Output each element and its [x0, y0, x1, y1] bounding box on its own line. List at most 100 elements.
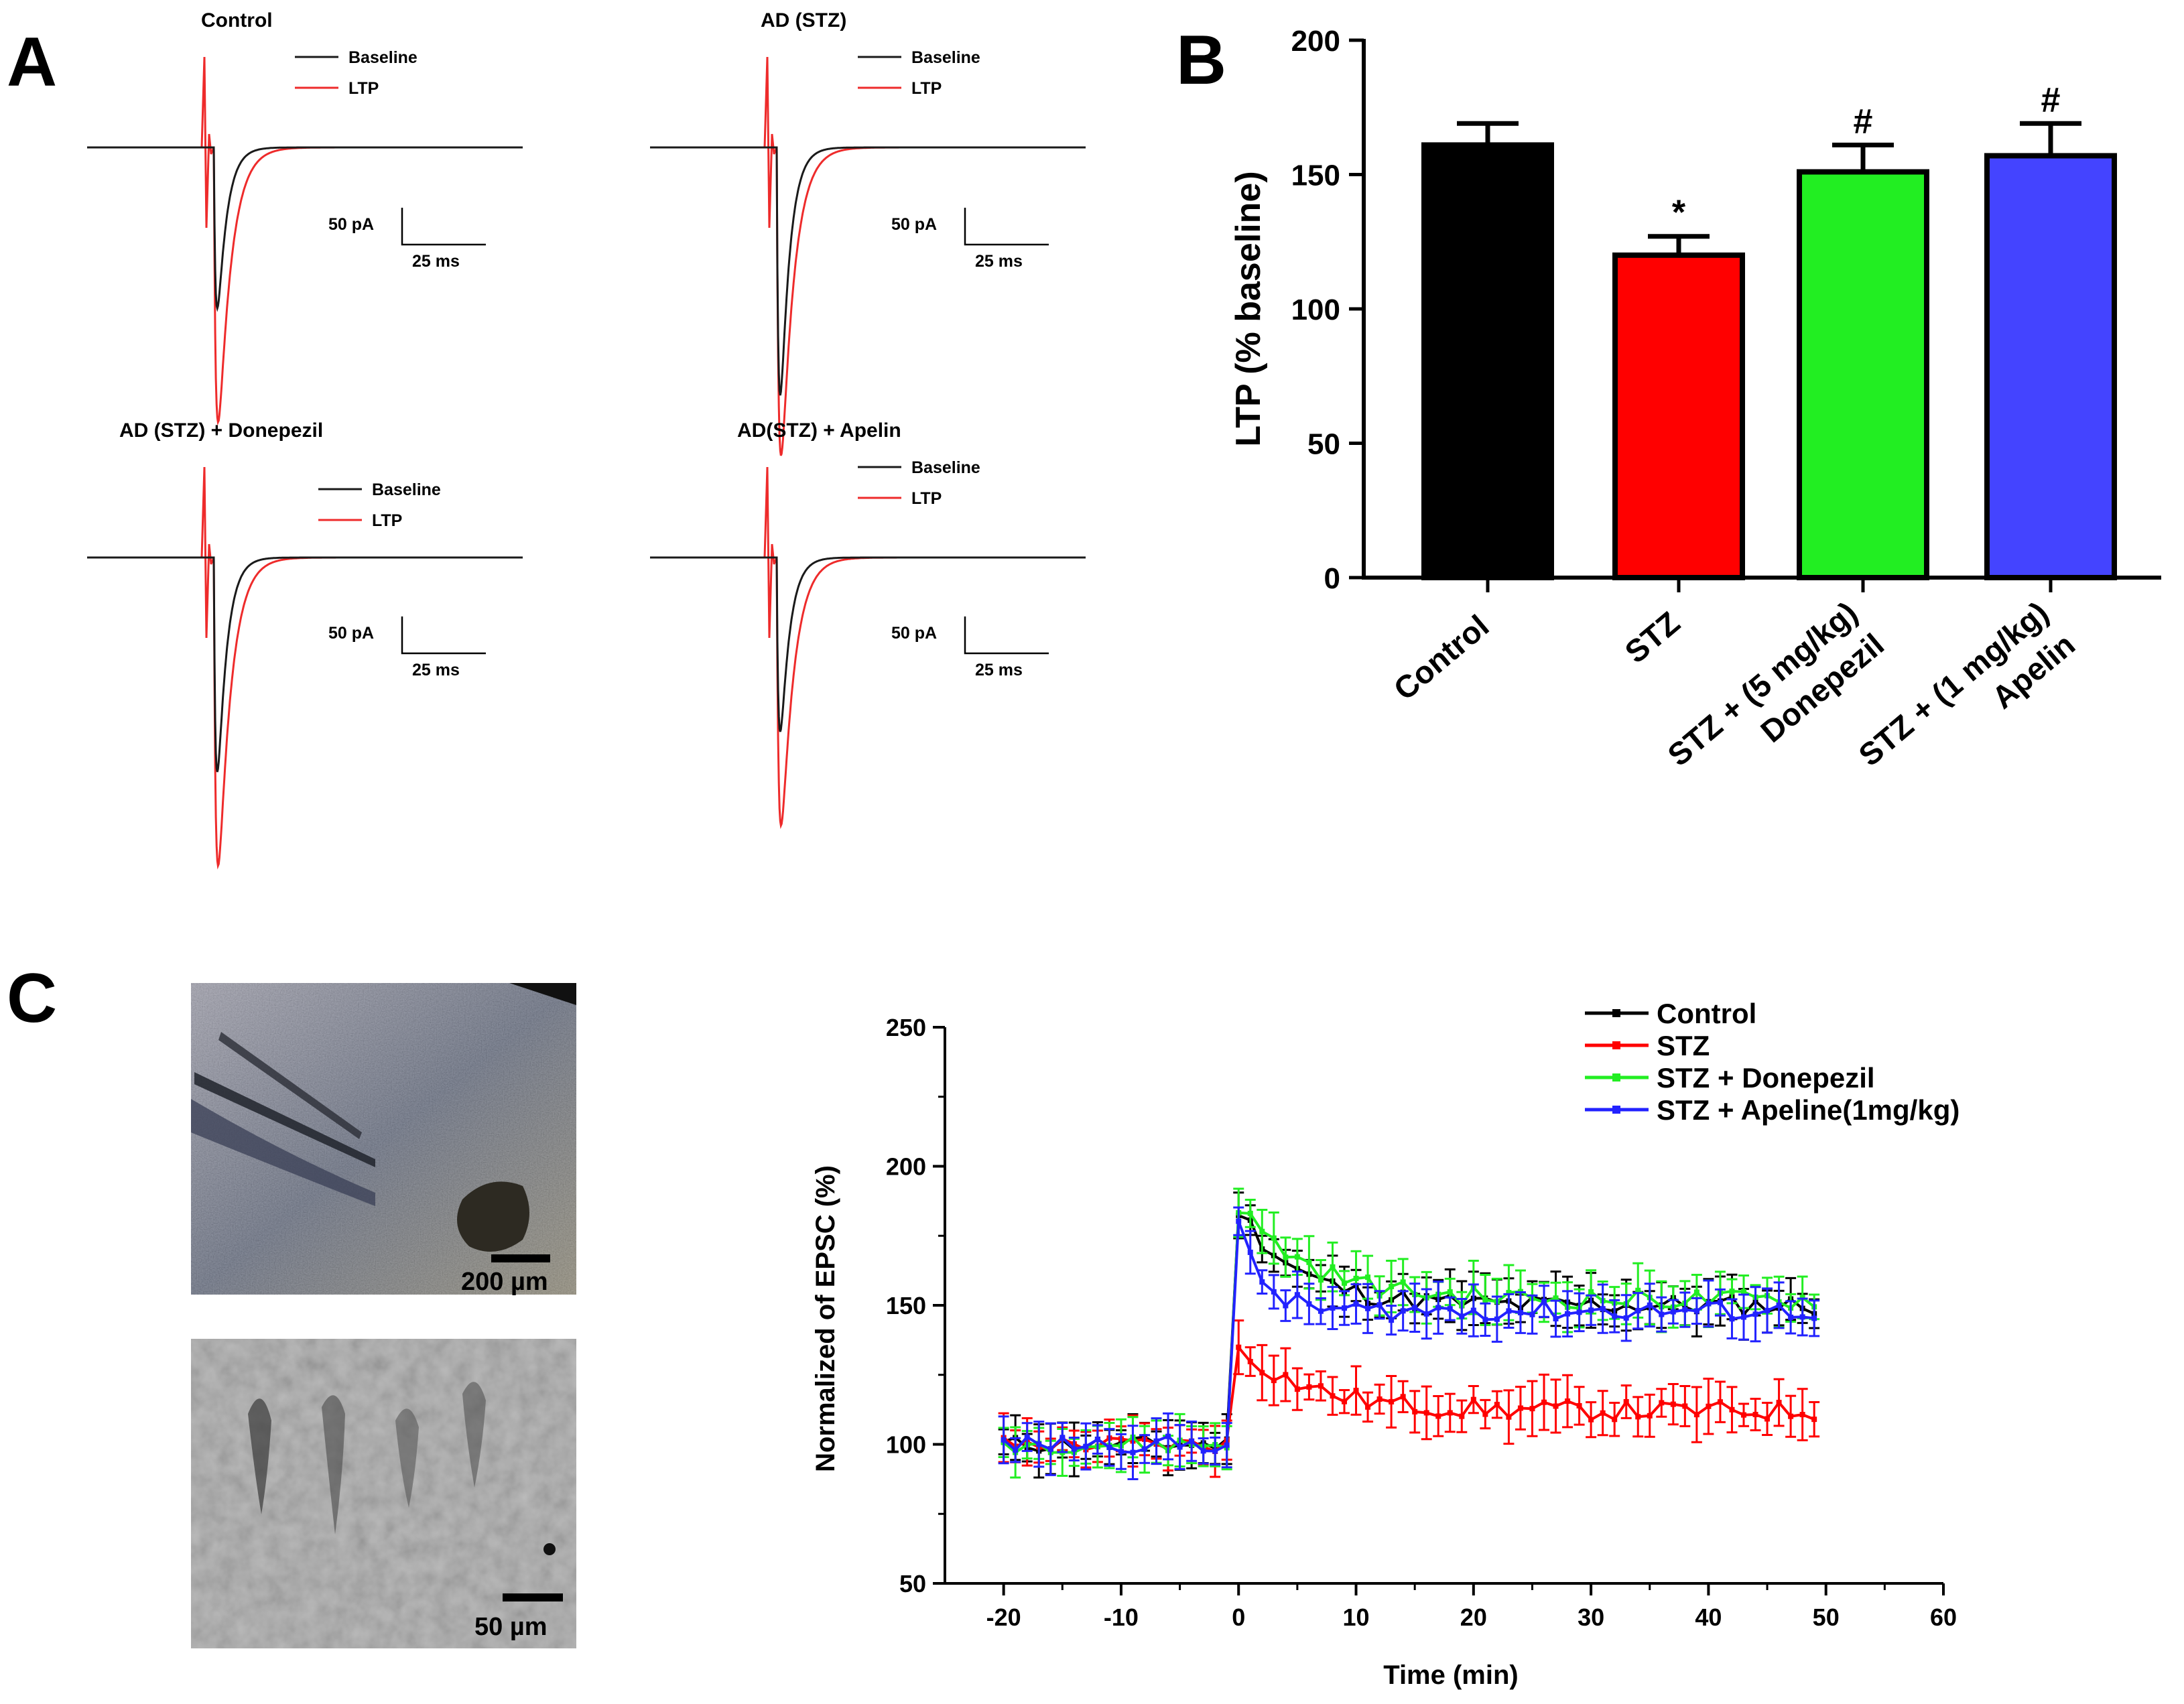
baseline-trace	[87, 556, 523, 773]
bar-category-label: Control	[1387, 608, 1495, 707]
bar-y-tick-label: 150	[1291, 159, 1340, 192]
scale-bar-time-label: 25 ms	[412, 661, 460, 679]
significance-marker: #	[2041, 80, 2061, 119]
legend-baseline-label: Baseline	[911, 48, 980, 67]
series-point	[1623, 1315, 1629, 1321]
series-point	[1752, 1311, 1758, 1317]
series-point	[1811, 1417, 1817, 1423]
series-point	[1799, 1314, 1805, 1320]
trace-scale-bar	[401, 208, 486, 246]
series-point	[1682, 1403, 1688, 1409]
series-point	[1612, 1313, 1618, 1319]
series-point	[1706, 1301, 1712, 1307]
series-point	[1799, 1412, 1805, 1418]
legend-marker	[1612, 1009, 1620, 1017]
series-point	[1142, 1446, 1147, 1452]
scale-bar-amplitude-label: 50 pA	[328, 624, 374, 643]
slice-layer-band	[191, 1099, 375, 1206]
trace-panel-title: AD (STZ)	[761, 9, 846, 31]
bar-y-tick-label: 0	[1324, 562, 1340, 595]
series-point	[1412, 1408, 1418, 1415]
series-point	[1600, 1306, 1606, 1312]
bar-chart: 0 50 100 150 200 LTP (% baseline) Control * STZ #…	[1229, 25, 2161, 773]
trace-scale-bar	[401, 616, 486, 655]
series-point	[1130, 1449, 1136, 1455]
legend-baseline-label: Baseline	[348, 48, 417, 67]
series-point	[1576, 1309, 1582, 1315]
scale-bar-50um	[503, 1593, 563, 1601]
series-point	[1400, 1308, 1406, 1314]
baseline-trace	[87, 146, 523, 312]
legend-baseline-label: Baseline	[911, 458, 980, 477]
series-point	[1588, 1307, 1594, 1313]
scale-bar-time-label: 25 ms	[975, 661, 1023, 679]
series-point	[1400, 1394, 1406, 1400]
series-point	[1659, 1311, 1665, 1317]
series-point	[1330, 1393, 1336, 1399]
series-point	[1494, 1316, 1500, 1322]
series-point	[1729, 1288, 1735, 1294]
bar-y-tick-label: 200	[1291, 25, 1340, 58]
series-point	[1541, 1399, 1547, 1405]
series-point	[1306, 1384, 1312, 1390]
series-point	[1517, 1309, 1523, 1315]
series-point	[1247, 1249, 1253, 1255]
series-point	[1470, 1307, 1476, 1313]
line-y-tick-label: 250	[886, 1014, 926, 1041]
series-point	[1365, 1305, 1371, 1311]
panel-letter-c: C	[7, 960, 57, 1037]
scale-bar-200um	[491, 1254, 550, 1262]
series-point	[1318, 1308, 1324, 1314]
series-line	[1003, 1211, 1815, 1454]
series-point	[1729, 1406, 1735, 1413]
legend-label: STZ + Apeline(1mg/kg)	[1657, 1094, 1960, 1126]
bar	[1984, 153, 2117, 580]
series-point	[1506, 1414, 1512, 1420]
series-point	[1106, 1445, 1112, 1451]
series-point	[1435, 1413, 1441, 1419]
scale-label-50um: 50 µm	[474, 1613, 548, 1641]
series-point	[1447, 1306, 1453, 1312]
series-point	[1247, 1359, 1253, 1365]
cell-debris-dot	[543, 1543, 556, 1555]
series-point	[1013, 1447, 1019, 1453]
line-y-tick-label: 150	[886, 1292, 926, 1319]
series-point	[1647, 1413, 1653, 1419]
line-x-tick-label: 20	[1460, 1603, 1487, 1631]
line-y-tick-label: 50	[899, 1570, 926, 1597]
series-point	[1741, 1412, 1746, 1418]
pipette-tip-shadow	[457, 1181, 529, 1252]
series-point	[1517, 1405, 1523, 1411]
panel-letter-b: B	[1176, 21, 1226, 99]
line-x-tick-label: 0	[1232, 1603, 1245, 1631]
series-point	[1389, 1317, 1395, 1323]
series-point	[1541, 1299, 1547, 1305]
series-point	[1647, 1302, 1653, 1308]
line-x-tick-label: -20	[986, 1603, 1021, 1631]
series-point	[1506, 1308, 1512, 1314]
series-point	[1811, 1315, 1817, 1321]
series-point	[1094, 1437, 1100, 1443]
legend-ltp-label: LTP	[348, 79, 379, 98]
series-point	[1693, 1289, 1699, 1295]
series-point	[1189, 1438, 1195, 1444]
scale-bar-amplitude-label: 50 pA	[328, 215, 374, 234]
series-point	[1001, 1437, 1007, 1443]
trace-panel-title: AD(STZ) + Apelin	[737, 419, 901, 442]
series-point	[1553, 1295, 1559, 1301]
ltp-trace	[650, 466, 1086, 830]
trace-panel-title: AD (STZ) + Donepezil	[119, 419, 323, 442]
trace-scale-bar	[964, 208, 1049, 246]
line-x-tick-label: 30	[1578, 1603, 1604, 1631]
significance-marker: #	[1854, 102, 1873, 141]
line-x-tick-label: 50	[1813, 1603, 1840, 1631]
neuron-soma-1	[248, 1398, 271, 1514]
bar-category-label: STZ	[1618, 604, 1686, 670]
series-point	[1365, 1404, 1371, 1410]
series-point	[1318, 1383, 1324, 1389]
series-point	[1635, 1414, 1641, 1420]
series-point	[1353, 1301, 1359, 1307]
bar-y-axis-label: LTP (% baseline)	[1229, 171, 1268, 446]
line-x-axis-label: Time (min)	[1383, 1660, 1519, 1690]
series-point	[1423, 1311, 1429, 1317]
